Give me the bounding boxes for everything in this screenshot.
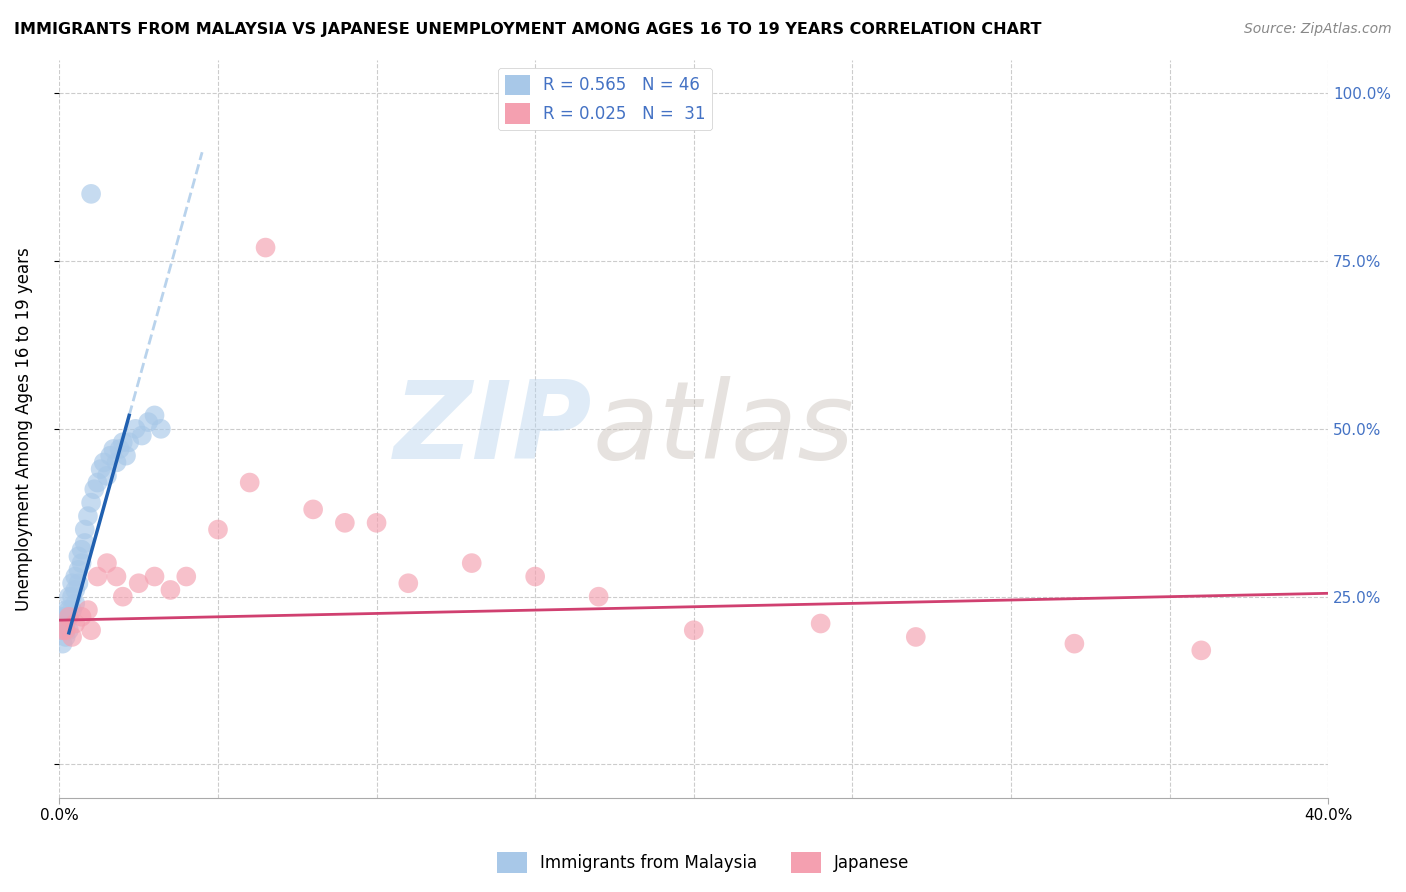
Point — [136, 415, 159, 429]
Point — [111, 435, 134, 450]
Text: Source: ZipAtlas.com: Source: ZipAtlas.com — [1244, 22, 1392, 37]
Point — [67, 563, 90, 577]
Point — [65, 569, 87, 583]
Point — [105, 569, 128, 583]
Point — [51, 624, 73, 638]
Point — [302, 502, 325, 516]
Point — [111, 590, 134, 604]
Point — [80, 186, 103, 201]
Point — [53, 616, 76, 631]
Point — [103, 442, 125, 456]
Point — [904, 630, 927, 644]
Point — [159, 582, 181, 597]
Point — [73, 536, 96, 550]
Point — [55, 609, 77, 624]
Point — [73, 523, 96, 537]
Text: IMMIGRANTS FROM MALAYSIA VS JAPANESE UNEMPLOYMENT AMONG AGES 16 TO 19 YEARS CORR: IMMIGRANTS FROM MALAYSIA VS JAPANESE UNE… — [14, 22, 1042, 37]
Point — [90, 462, 112, 476]
Point — [55, 616, 77, 631]
Point — [105, 455, 128, 469]
Point — [461, 556, 484, 570]
Point — [55, 603, 77, 617]
Y-axis label: Unemployment Among Ages 16 to 19 years: Unemployment Among Ages 16 to 19 years — [15, 247, 32, 611]
Point — [115, 449, 138, 463]
Point — [77, 509, 100, 524]
Point — [80, 624, 103, 638]
Point — [174, 569, 197, 583]
Point — [118, 435, 141, 450]
Point — [49, 624, 72, 638]
Point — [67, 549, 90, 564]
Point — [108, 442, 131, 456]
Point — [70, 556, 93, 570]
Point — [86, 569, 108, 583]
Point — [58, 590, 80, 604]
Point — [60, 576, 83, 591]
Text: ZIP: ZIP — [394, 376, 592, 482]
Point — [1189, 643, 1212, 657]
Point — [65, 616, 87, 631]
Point — [93, 455, 115, 469]
Point — [143, 569, 166, 583]
Point — [143, 409, 166, 423]
Point — [70, 609, 93, 624]
Point — [239, 475, 262, 490]
Point — [128, 576, 150, 591]
Point — [55, 624, 77, 638]
Point — [124, 422, 146, 436]
Point — [65, 582, 87, 597]
Point — [65, 596, 87, 610]
Point — [60, 603, 83, 617]
Point — [58, 609, 80, 624]
Point — [1063, 637, 1085, 651]
Point — [810, 616, 832, 631]
Point — [96, 556, 118, 570]
Point — [67, 576, 90, 591]
Point — [149, 422, 172, 436]
Point — [60, 630, 83, 644]
Point — [366, 516, 388, 530]
Point — [77, 603, 100, 617]
Point — [131, 428, 153, 442]
Point — [51, 637, 73, 651]
Point — [55, 630, 77, 644]
Point — [207, 523, 229, 537]
Point — [80, 496, 103, 510]
Legend: R = 0.565   N = 46, R = 0.025   N =  31: R = 0.565 N = 46, R = 0.025 N = 31 — [498, 68, 711, 130]
Point — [51, 624, 73, 638]
Point — [96, 468, 118, 483]
Point — [682, 624, 704, 638]
Point — [58, 624, 80, 638]
Point — [51, 609, 73, 624]
Text: atlas: atlas — [592, 376, 853, 482]
Point — [86, 475, 108, 490]
Point — [58, 609, 80, 624]
Point — [333, 516, 356, 530]
Point — [58, 603, 80, 617]
Point — [524, 569, 547, 583]
Point — [588, 590, 610, 604]
Point — [98, 449, 121, 463]
Legend: Immigrants from Malaysia, Japanese: Immigrants from Malaysia, Japanese — [491, 846, 915, 880]
Point — [83, 482, 105, 496]
Point — [396, 576, 419, 591]
Point — [254, 241, 277, 255]
Point — [70, 542, 93, 557]
Point — [60, 590, 83, 604]
